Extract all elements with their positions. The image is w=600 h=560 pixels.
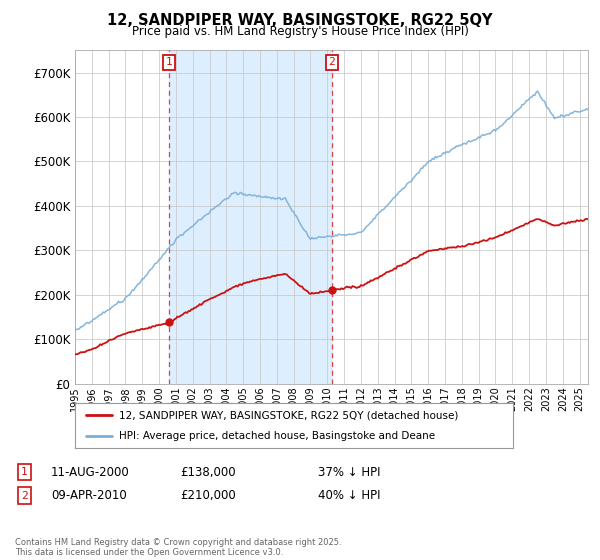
- Text: 2: 2: [328, 57, 335, 67]
- Text: Contains HM Land Registry data © Crown copyright and database right 2025.
This d: Contains HM Land Registry data © Crown c…: [15, 538, 341, 557]
- Text: Price paid vs. HM Land Registry's House Price Index (HPI): Price paid vs. HM Land Registry's House …: [131, 25, 469, 38]
- Text: 11-AUG-2000: 11-AUG-2000: [51, 465, 130, 479]
- Text: 1: 1: [21, 467, 28, 477]
- Bar: [169, 50, 332, 384]
- Text: 37% ↓ HPI: 37% ↓ HPI: [318, 465, 380, 479]
- Text: £210,000: £210,000: [180, 489, 236, 502]
- Text: 2: 2: [21, 491, 28, 501]
- Text: 12, SANDPIPER WAY, BASINGSTOKE, RG22 5QY (detached house): 12, SANDPIPER WAY, BASINGSTOKE, RG22 5QY…: [119, 410, 458, 421]
- Text: HPI: Average price, detached house, Basingstoke and Deane: HPI: Average price, detached house, Basi…: [119, 431, 435, 441]
- Text: 09-APR-2010: 09-APR-2010: [51, 489, 127, 502]
- Text: 12, SANDPIPER WAY, BASINGSTOKE, RG22 5QY: 12, SANDPIPER WAY, BASINGSTOKE, RG22 5QY: [107, 13, 493, 28]
- Text: 1: 1: [166, 57, 173, 67]
- Text: 40% ↓ HPI: 40% ↓ HPI: [318, 489, 380, 502]
- Text: £138,000: £138,000: [180, 465, 236, 479]
